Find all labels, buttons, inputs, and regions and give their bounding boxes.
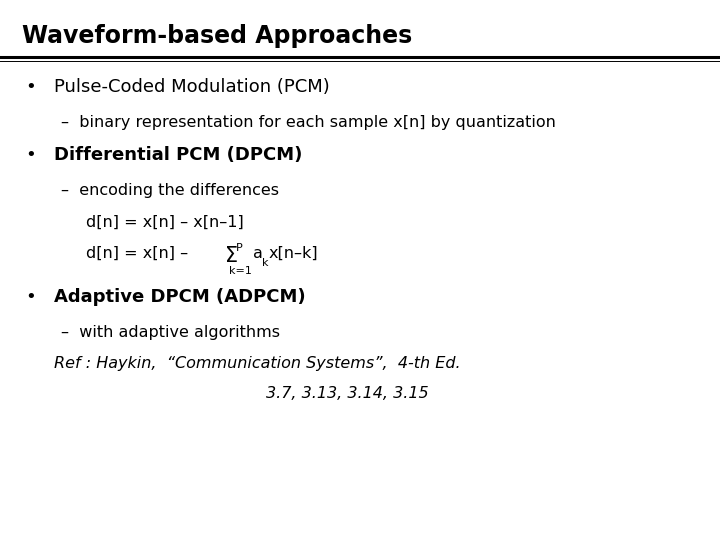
- Text: –  with adaptive algorithms: – with adaptive algorithms: [61, 325, 280, 340]
- Text: Ref : Haykin,  “Communication Systems”,  4-th Ed.: Ref : Haykin, “Communication Systems”, 4…: [54, 356, 461, 371]
- Text: –  binary representation for each sample x[n] by quantization: – binary representation for each sample …: [61, 115, 556, 130]
- Text: 3.7, 3.13, 3.14, 3.15: 3.7, 3.13, 3.14, 3.15: [266, 386, 429, 401]
- Text: Pulse-Coded Modulation (PCM): Pulse-Coded Modulation (PCM): [54, 78, 330, 96]
- Text: a: a: [253, 246, 263, 261]
- Text: Σ: Σ: [225, 246, 238, 266]
- Text: •: •: [25, 78, 36, 96]
- Text: k: k: [262, 258, 269, 268]
- Text: •: •: [25, 288, 36, 306]
- Text: Differential PCM (DPCM): Differential PCM (DPCM): [54, 146, 302, 164]
- Text: –  encoding the differences: – encoding the differences: [61, 183, 279, 198]
- Text: d[n] = x[n] –: d[n] = x[n] –: [86, 246, 194, 261]
- Text: P: P: [236, 243, 243, 253]
- Text: x[n–k]: x[n–k]: [269, 246, 318, 261]
- Text: k=1: k=1: [229, 266, 252, 276]
- Text: Waveform-based Approaches: Waveform-based Approaches: [22, 24, 412, 48]
- Text: •: •: [25, 146, 36, 164]
- Text: Adaptive DPCM (ADPCM): Adaptive DPCM (ADPCM): [54, 288, 305, 306]
- Text: d[n] = x[n] – x[n–1]: d[n] = x[n] – x[n–1]: [86, 214, 244, 230]
